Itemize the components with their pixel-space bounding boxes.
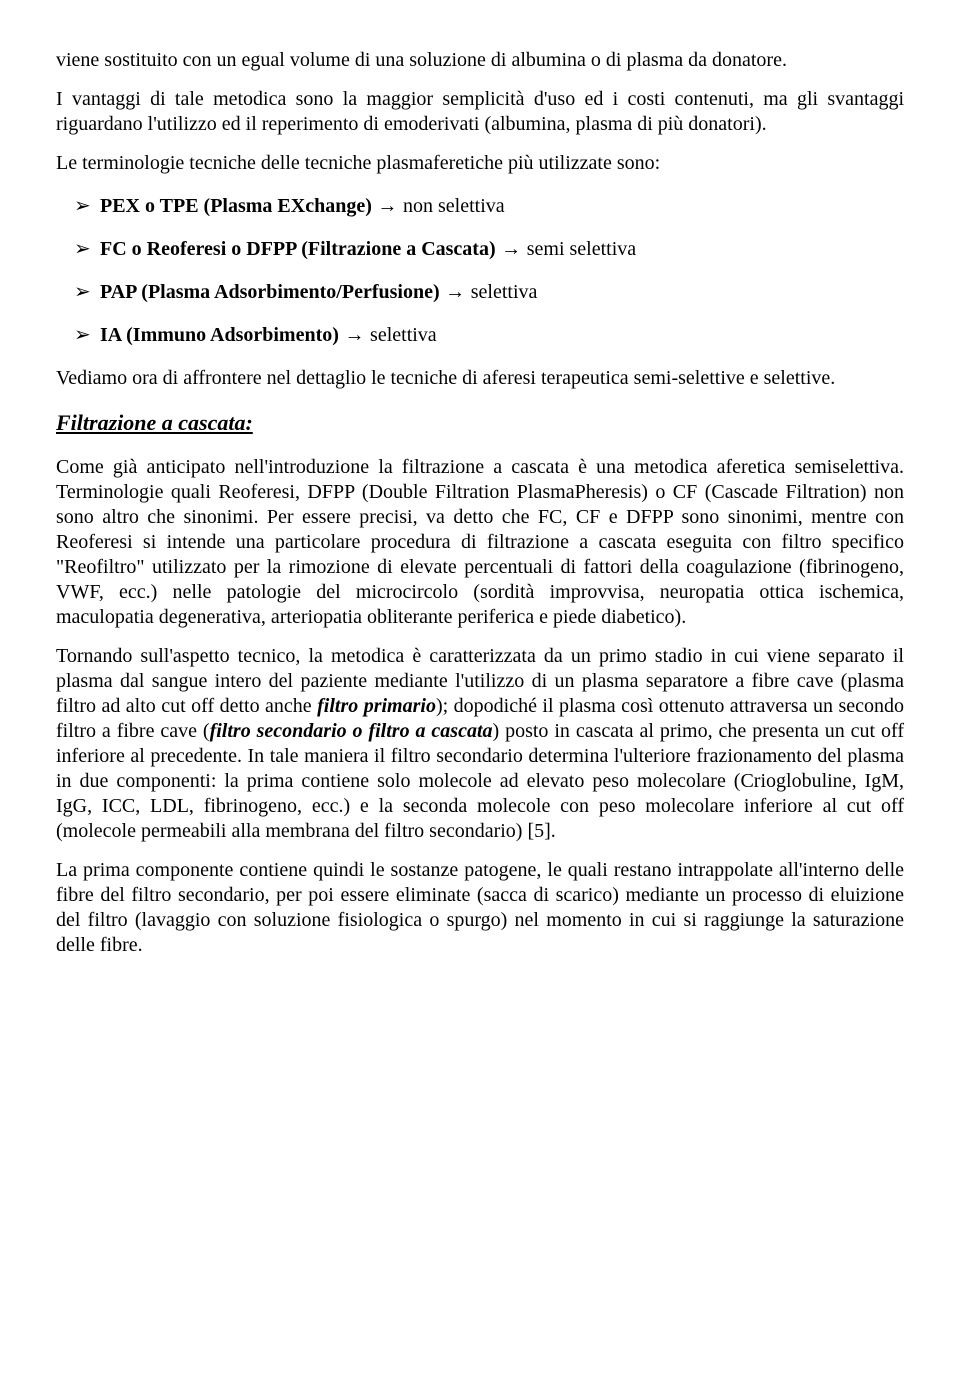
paragraph-intro-1: viene sostituito con un egual volume di … (56, 48, 904, 73)
arrow-icon: → (339, 324, 370, 346)
bullet-icon: ➢ (74, 194, 91, 219)
list-item-rest: non selettiva (403, 195, 505, 217)
arrow-icon: → (372, 195, 403, 217)
list-item-bold: PEX o TPE (Plasma EXchange) (100, 195, 372, 217)
paragraph-filtrazione-2: Tornando sull'aspetto tecnico, la metodi… (56, 644, 904, 844)
arrow-icon: → (440, 281, 471, 303)
list-item-bold: IA (Immuno Adsorbimento) (100, 324, 339, 346)
list-item-rest: semi selettiva (527, 238, 636, 260)
heading-filtrazione: Filtrazione a cascata: (56, 409, 904, 437)
paragraph-intro-2: I vantaggi di tale metodica sono la magg… (56, 87, 904, 137)
paragraph-filtrazione-3: La prima componente contiene quindi le s… (56, 858, 904, 958)
paragraph-after-list: Vediamo ora di affrontere nel dettaglio … (56, 366, 904, 391)
list-item-bold: PAP (Plasma Adsorbimento/Perfusione) (100, 281, 440, 303)
list-item-pap: ➢ PAP (Plasma Adsorbimento/Perfusione) →… (100, 280, 904, 305)
terminology-list: ➢ PEX o TPE (Plasma EXchange) → non sele… (56, 194, 904, 348)
text-emphasis: filtro secondario o filtro a cascata (210, 720, 493, 742)
list-item-pex: ➢ PEX o TPE (Plasma EXchange) → non sele… (100, 194, 904, 219)
paragraph-filtrazione-1: Come già anticipato nell'introduzione la… (56, 455, 904, 630)
list-item-ia: ➢ IA (Immuno Adsorbimento) → selettiva (100, 323, 904, 348)
bullet-icon: ➢ (74, 323, 91, 348)
bullet-icon: ➢ (74, 237, 91, 262)
arrow-icon: → (496, 238, 527, 260)
text-emphasis: filtro primario (317, 695, 436, 717)
bullet-icon: ➢ (74, 280, 91, 305)
list-item-fc: ➢ FC o Reoferesi o DFPP (Filtrazione a C… (100, 237, 904, 262)
list-item-rest: selettiva (471, 281, 538, 303)
paragraph-list-intro: Le terminologie tecniche delle tecniche … (56, 151, 904, 176)
list-item-rest: selettiva (370, 324, 437, 346)
list-item-bold: FC o Reoferesi o DFPP (Filtrazione a Cas… (100, 238, 496, 260)
